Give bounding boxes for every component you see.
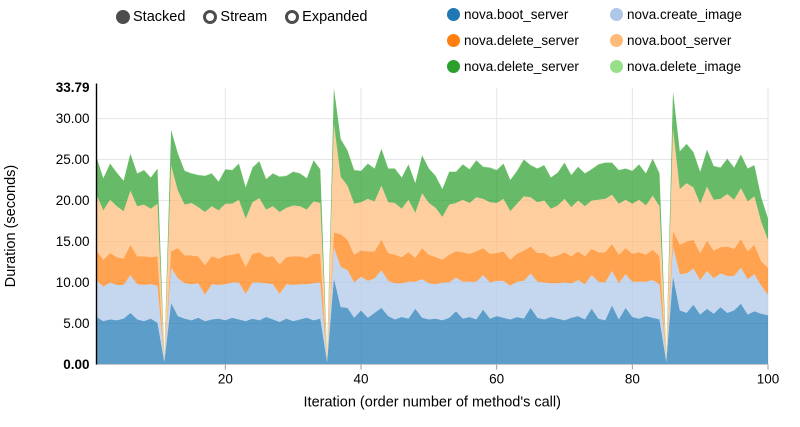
legend-item-boot-server-2[interactable]: nova.boot_server	[610, 33, 742, 48]
x-tick-label: 60	[489, 372, 504, 387]
y-tick-label: 20.00	[56, 193, 90, 208]
legend-label: nova.delete_server	[464, 33, 579, 48]
x-tick-label: 40	[354, 372, 369, 387]
y-tick-label: 15.00	[56, 234, 90, 249]
x-tick-label: 20	[218, 372, 233, 387]
radio-stacked[interactable]: Stacked	[116, 9, 185, 25]
legend-item-delete-image[interactable]: nova.delete_image	[610, 59, 742, 74]
legend-item-create-image[interactable]: nova.create_image	[610, 7, 742, 22]
y-tick-label: 25.00	[56, 152, 90, 167]
radio-expanded-label: Expanded	[302, 9, 368, 25]
legend-swatch-icon	[447, 8, 460, 21]
chart-mode-controls: Stacked Stream Expanded	[116, 9, 367, 25]
x-tick-label: 80	[625, 372, 640, 387]
y-tick-label: 0.00	[63, 357, 89, 372]
legend-label: nova.create_image	[627, 7, 742, 22]
area-nova.delete_server[interactable]	[96, 230, 769, 362]
y-tick-label: 30.00	[56, 111, 90, 126]
x-axis-title: Iteration (order number of method's call…	[304, 395, 561, 411]
legend-label: nova.delete_image	[627, 59, 742, 74]
legend-swatch-icon	[447, 60, 460, 73]
legend-swatch-icon	[610, 34, 623, 47]
legend-label: nova.delete_server	[464, 59, 579, 74]
legend-label: nova.boot_server	[627, 33, 732, 48]
radio-expanded[interactable]: Expanded	[285, 9, 367, 25]
y-tick-label: 10.00	[56, 275, 90, 290]
radio-stacked-label: Stacked	[133, 9, 186, 25]
legend-swatch-icon	[610, 8, 623, 21]
radio-expanded-icon	[285, 10, 300, 24]
legend-swatch-icon	[447, 34, 460, 47]
y-tick-label: 33.79	[56, 80, 90, 95]
area-nova.boot_server[interactable]	[96, 123, 769, 361]
legend-item-delete-server[interactable]: nova.delete_server	[447, 33, 610, 48]
radio-stacked-icon	[116, 10, 130, 24]
legend-item-delete-server-2[interactable]: nova.delete_server	[447, 59, 610, 74]
legend-item-boot-server[interactable]: nova.boot_server	[447, 7, 610, 22]
x-tick-label: 100	[757, 372, 780, 387]
legend-label: nova.boot_server	[464, 7, 569, 22]
radio-stream-label: Stream	[220, 9, 268, 25]
radio-stream[interactable]: Stream	[203, 9, 267, 25]
area-nova.create_image[interactable]	[96, 246, 769, 363]
legend: nova.boot_server nova.create_image nova.…	[447, 7, 742, 74]
y-tick-label: 5.00	[63, 316, 89, 331]
legend-swatch-icon	[610, 60, 623, 73]
y-axis-title: Duration (seconds)	[3, 165, 19, 288]
radio-stream-icon	[203, 10, 218, 24]
area-nova.boot_server[interactable]	[96, 276, 769, 365]
